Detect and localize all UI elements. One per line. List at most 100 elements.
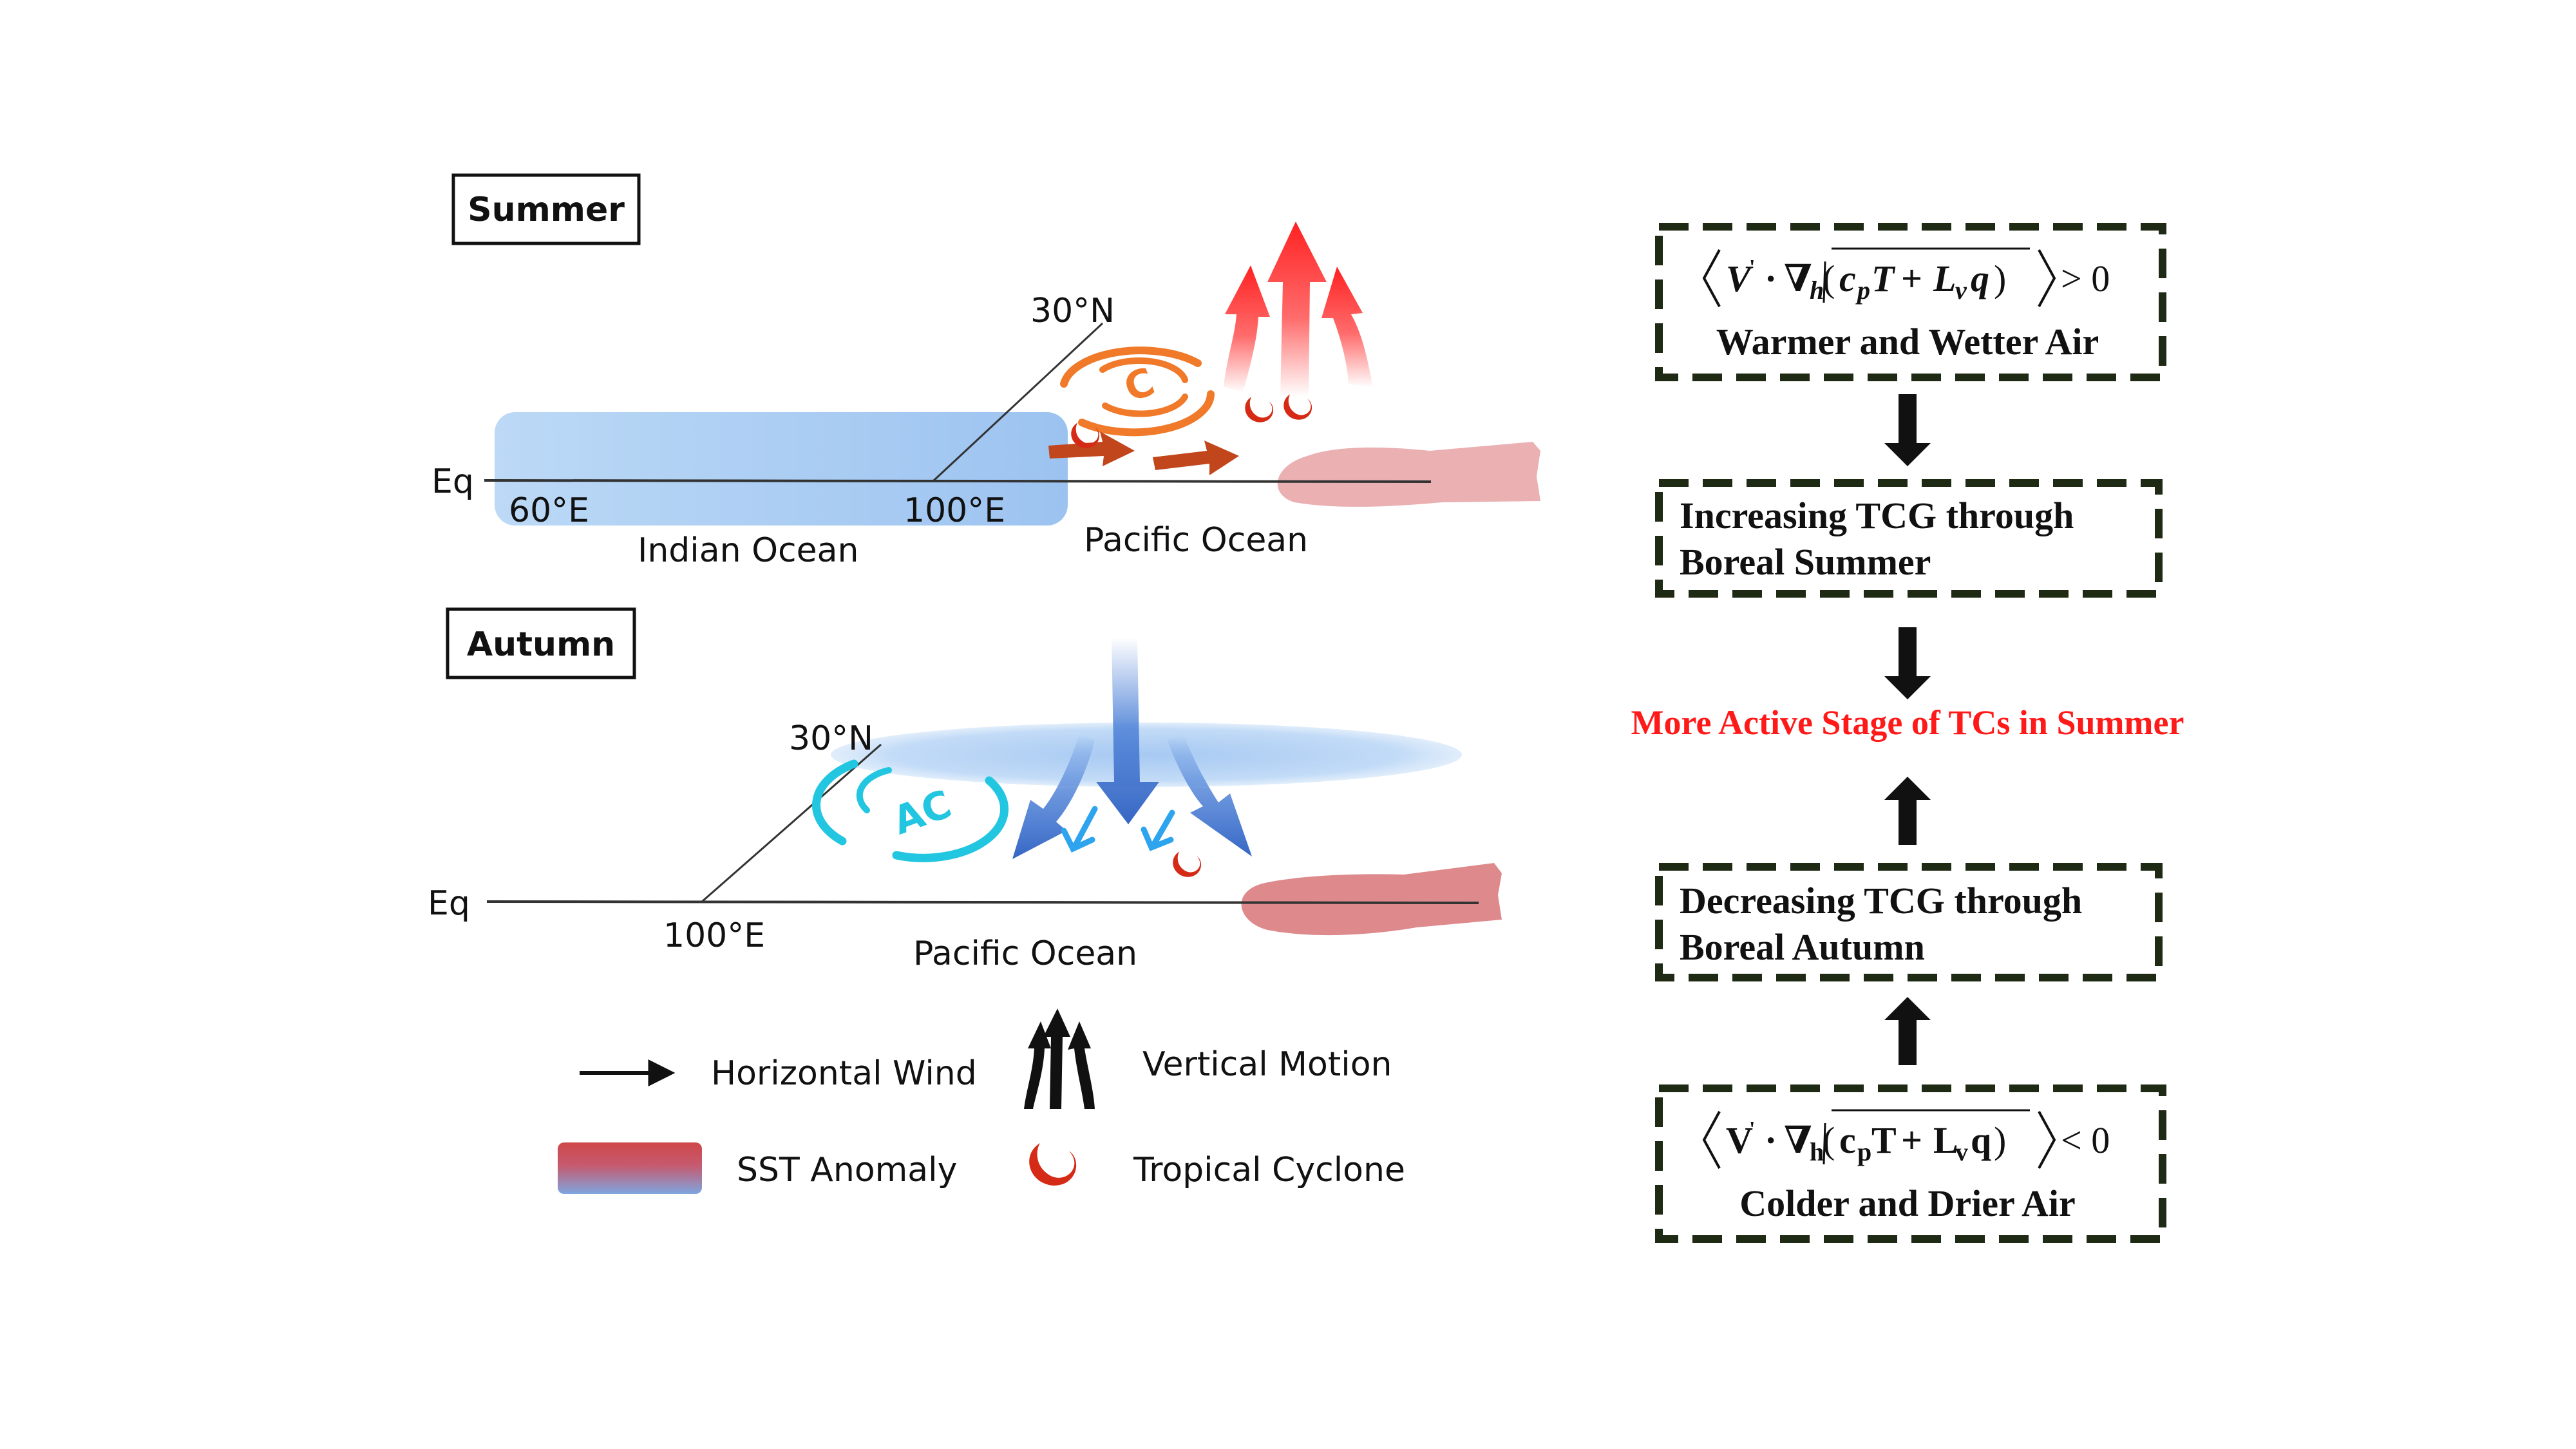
summer-pacific-ocean-label: Pacific Ocean [1084, 521, 1308, 560]
autumn-lat-label: 30°N [789, 719, 873, 758]
summer-lon-100-label: 100°E [904, 491, 1005, 530]
legend-horizontal-wind: Horizontal Wind [711, 1054, 977, 1093]
summer-vertical-motion [1224, 222, 1373, 397]
summer-panel: Summer 30°N Eq 60°E 100°E Indian Ocean P… [431, 173, 1540, 570]
tc-symbol [1245, 397, 1274, 422]
svg-text:V: V [1726, 1119, 1753, 1161]
summer-cyclone-circulation [1060, 346, 1215, 437]
ascent-arrow-left [1224, 265, 1270, 393]
autumn-title-box [446, 607, 636, 679]
flow-box-decrease [1655, 863, 2163, 981]
flow-box-decrease-line1: Decreasing TCG through [1680, 880, 2082, 922]
svg-text:c: c [1839, 258, 1856, 299]
svg-text:h: h [1810, 1137, 1824, 1166]
svg-text:': ' [1749, 256, 1755, 279]
tc-symbol [1173, 851, 1202, 877]
legend-sst-icon [558, 1142, 702, 1194]
svg-text:q: q [1971, 1119, 1991, 1161]
autumn-low-level-winds [1061, 806, 1175, 853]
summer-wind-arrow-2 [1153, 440, 1239, 475]
autumn-wind-arrow-1 [1061, 806, 1098, 853]
svg-text:v: v [1955, 1137, 1968, 1166]
flow-arrow-down-2 [1884, 627, 1931, 699]
flow-box-cold [1655, 1084, 2166, 1243]
svg-text:v: v [1955, 276, 1967, 305]
flowchart: V ' · ∇ h ( c p T + L v q ) > 0 Warmer a… [1631, 223, 2184, 1243]
svg-text:∇: ∇ [1784, 258, 1812, 299]
descent-arrow-left [1012, 734, 1095, 859]
svg-text:c: c [1839, 1119, 1856, 1161]
summer-latitude-line [933, 322, 1104, 482]
svg-text:p: p [1857, 1137, 1871, 1166]
summer-equator-line [484, 479, 1432, 483]
right-angle-bracket [2038, 1111, 2056, 1169]
summer-lon-60-label: 60°E [509, 491, 589, 530]
svg-text:): ) [1994, 258, 2006, 299]
autumn-wind-arrow-2 [1141, 810, 1175, 851]
summer-tropical-cyclones [1071, 394, 1312, 448]
svg-text:∇: ∇ [1784, 1119, 1812, 1161]
ascent-arrow-right [1321, 267, 1373, 388]
svg-text:': ' [1749, 1117, 1755, 1141]
legend-vertical-motion: Vertical Motion [1142, 1045, 1392, 1084]
flow-arrow-up-1 [1884, 777, 1931, 845]
autumn-tropical-cyclones [1173, 851, 1202, 877]
svg-text:(: ( [1823, 258, 1835, 299]
svg-text:+: + [1901, 258, 1922, 299]
svg-text:p: p [1855, 276, 1870, 305]
autumn-pacific-sst-anomaly [1241, 863, 1502, 936]
autumn-lon-100-label: 100°E [663, 916, 765, 955]
autumn-cool-anomaly [831, 723, 1462, 787]
summer-indian-sst-anomaly [495, 412, 1068, 526]
summer-indian-ocean-label: Indian Ocean [638, 531, 858, 570]
summer-lat-label: 30°N [1030, 292, 1115, 330]
svg-text:h: h [1810, 276, 1824, 305]
autumn-vertical-motion [1012, 638, 1252, 859]
svg-text:L: L [1933, 1119, 1958, 1161]
tc-symbol [1071, 422, 1100, 448]
flow-box-warm-caption: Warmer and Wetter Air [1716, 321, 2099, 363]
tc-symbol [1283, 394, 1312, 420]
autumn-equator-line [486, 900, 1479, 904]
descent-arrow-center [1096, 638, 1159, 824]
flow-arrow-up-2 [1884, 997, 1931, 1065]
left-angle-bracket [1702, 249, 1721, 307]
summer-title-box [451, 173, 641, 245]
summer-wind-arrow-1 [1048, 431, 1135, 466]
flow-box-cold-relation: < 0 [2061, 1119, 2110, 1161]
legend-tropical-cyclone: Tropical Cyclone [1133, 1151, 1405, 1189]
flow-box-warm [1655, 223, 2166, 381]
descent-arrow-right [1167, 735, 1252, 857]
flow-box-decrease-line2: Boreal Autumn [1680, 926, 1925, 968]
svg-text:): ) [1994, 1119, 2006, 1161]
ascent-arrow-center [1267, 222, 1327, 397]
legend-sst-anomaly: SST Anomaly [737, 1151, 957, 1189]
svg-text:L: L [1933, 258, 1956, 299]
summer-pacific-sst-anomaly [1277, 442, 1540, 507]
flow-box-increase-line1: Increasing TCG through [1680, 495, 2074, 536]
summer-eq-label: Eq [431, 462, 474, 501]
summer-title: Summer [468, 191, 625, 229]
right-angle-bracket [2038, 249, 2056, 307]
legend: Horizontal Wind Vertical Motion SST Anom… [558, 1009, 1405, 1194]
legend-tropical-cyclone-icon [1029, 1143, 1077, 1186]
flow-arrow-down-1 [1884, 394, 1931, 466]
autumn-latitude-line [701, 743, 882, 903]
svg-text:T: T [1871, 258, 1896, 299]
svg-text:(: ( [1823, 1119, 1835, 1161]
flow-conclusion: More Active Stage of TCs in Summer [1631, 703, 2184, 742]
left-angle-bracket [1702, 1111, 1721, 1169]
flow-box-cold-formula: V ' · ∇ h ( c p T + L v q ) < 0 [1702, 1109, 2110, 1169]
autumn-anticyclone-letters: AC [887, 782, 958, 844]
flow-box-warm-formula: V ' · ∇ h ( c p T + L v q ) > 0 [1702, 247, 2110, 307]
autumn-eq-label: Eq [428, 884, 470, 923]
svg-text:·: · [1765, 258, 1777, 299]
svg-text:+: + [1901, 1119, 1922, 1161]
autumn-panel: Autumn 30°N Eq 100°E Pacific Ocean AC [428, 607, 1502, 973]
legend-vertical-motion-icon [1024, 1009, 1095, 1109]
flow-box-increase-line2: Boreal Summer [1680, 541, 1931, 583]
svg-text:·: · [1765, 1119, 1777, 1161]
autumn-anticyclone-circulation [812, 759, 1009, 862]
flow-box-increase [1655, 479, 2163, 598]
